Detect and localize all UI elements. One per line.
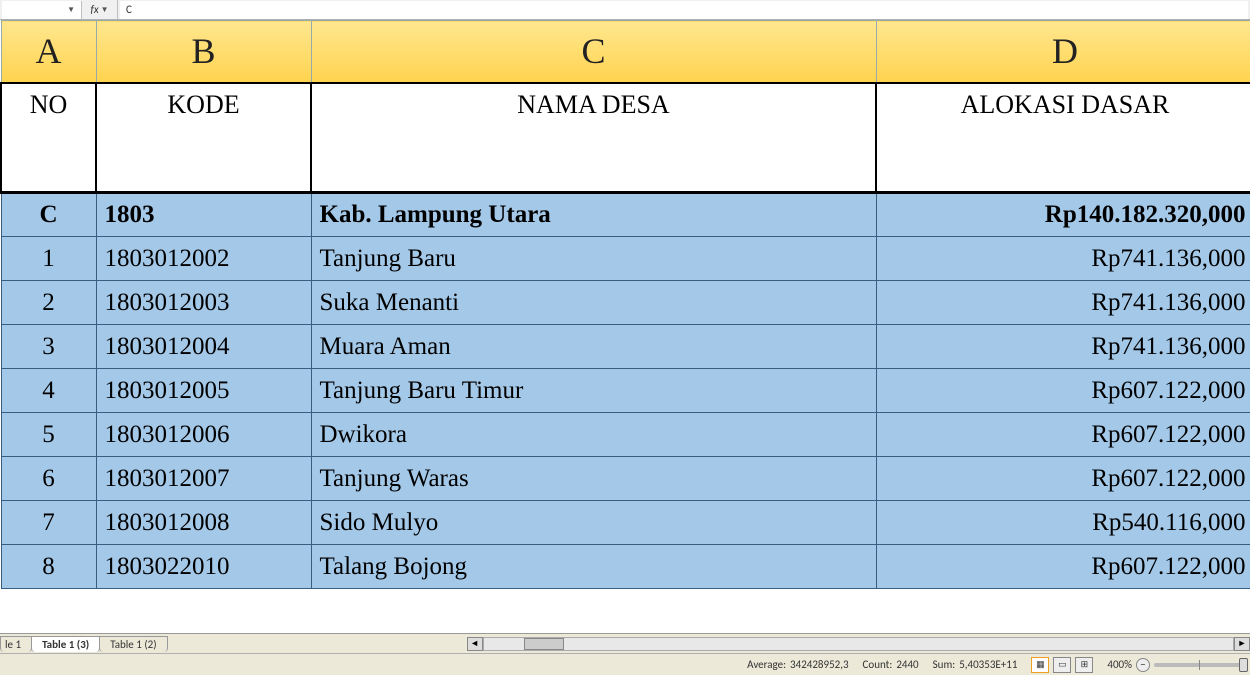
header-alokasi[interactable]: ALOKASI DASAR [876, 83, 1250, 193]
spreadsheet-grid[interactable]: A B C D NO KODE NAMA DESA ALOKASI DASAR … [0, 20, 1250, 633]
sheet-tab[interactable]: le 1 [0, 636, 32, 652]
cell-kode[interactable]: 1803012002 [96, 237, 311, 281]
scroll-left-button[interactable]: ◄ [467, 637, 483, 651]
cell-kode[interactable]: 1803012005 [96, 369, 311, 413]
cell-alokasi[interactable]: Rp741.136,000 [876, 281, 1250, 325]
col-header-A[interactable]: A [1, 21, 96, 83]
fx-label: fx [90, 3, 98, 16]
col-header-D[interactable]: D [876, 21, 1250, 83]
col-header-C[interactable]: C [311, 21, 876, 83]
scroll-right-button[interactable]: ► [1234, 637, 1250, 651]
formula-value: C [126, 3, 132, 16]
header-no[interactable]: NO [1, 83, 96, 193]
cell-alokasi[interactable]: Rp607.122,000 [876, 457, 1250, 501]
cell-no[interactable]: 3 [1, 325, 96, 369]
col-header-B[interactable]: B [96, 21, 311, 83]
cell-kode[interactable]: 1803022010 [96, 545, 311, 589]
cell-no[interactable]: 6 [1, 457, 96, 501]
horizontal-scrollbar[interactable]: ◄ ► [467, 637, 1250, 651]
sum-label: Sum: [933, 658, 956, 671]
cell-kode[interactable]: 1803 [96, 193, 311, 237]
average-label: Average: [747, 658, 786, 671]
cell-nama[interactable]: Sido Mulyo [311, 501, 876, 545]
view-buttons: ▦ ▭ ⊞ [1031, 657, 1093, 673]
zoom-control: 400% − [1107, 658, 1244, 672]
scroll-track[interactable] [483, 637, 1234, 651]
name-box[interactable]: ▼ [2, 1, 82, 19]
table-row: 11803012002Tanjung BaruRp741.136,000 [1, 237, 1250, 281]
formula-bar: ▼ fx ▼ C [0, 0, 1250, 20]
column-letter-row: A B C D [1, 21, 1250, 83]
fx-button[interactable]: fx ▼ [82, 0, 118, 19]
cell-alokasi[interactable]: Rp607.122,000 [876, 369, 1250, 413]
header-nama[interactable]: NAMA DESA [311, 83, 876, 193]
cell-no[interactable]: 1 [1, 237, 96, 281]
cell-alokasi[interactable]: Rp607.122,000 [876, 545, 1250, 589]
zoom-out-button[interactable]: − [1136, 658, 1150, 672]
sum-value: 5,40353E+11 [959, 658, 1017, 671]
cell-alokasi[interactable]: Rp741.136,000 [876, 325, 1250, 369]
cell-no[interactable]: 4 [1, 369, 96, 413]
formula-input[interactable]: C [120, 1, 1248, 19]
sheet-tab[interactable]: Table 1 (2) [99, 636, 167, 652]
status-sum: Sum: 5,40353E+11 [933, 658, 1018, 671]
cell-nama[interactable]: Muara Aman [311, 325, 876, 369]
cell-nama[interactable]: Dwikora [311, 413, 876, 457]
view-page-button[interactable]: ▭ [1053, 657, 1071, 673]
table-row: 81803022010Talang BojongRp607.122,000 [1, 545, 1250, 589]
dropdown-icon: ▼ [67, 5, 75, 15]
header-kode[interactable]: KODE [96, 83, 311, 193]
cell-nama[interactable]: Tanjung Baru Timur [311, 369, 876, 413]
table-row: 61803012007Tanjung WarasRp607.122,000 [1, 457, 1250, 501]
cell-kode[interactable]: 1803012008 [96, 501, 311, 545]
table-row: 41803012005Tanjung Baru TimurRp607.122,0… [1, 369, 1250, 413]
cell-no[interactable]: 7 [1, 501, 96, 545]
zoom-slider-midpoint [1199, 660, 1200, 670]
cell-nama[interactable]: Kab. Lampung Utara [311, 193, 876, 237]
cell-no[interactable]: 5 [1, 413, 96, 457]
count-label: Count: [863, 658, 893, 671]
cell-kode[interactable]: 1803012007 [96, 457, 311, 501]
cell-kode[interactable]: 1803012006 [96, 413, 311, 457]
cell-nama[interactable]: Talang Bojong [311, 545, 876, 589]
table-row: C1803Kab. Lampung UtaraRp140.182.320,000 [1, 193, 1250, 237]
status-bar: Average: 342428952,3 Count: 2440 Sum: 5,… [0, 653, 1250, 675]
cell-no[interactable]: 2 [1, 281, 96, 325]
view-normal-button[interactable]: ▦ [1031, 657, 1049, 673]
cell-kode[interactable]: 1803012004 [96, 325, 311, 369]
table-row: 51803012006DwikoraRp607.122,000 [1, 413, 1250, 457]
cell-nama[interactable]: Tanjung Baru [311, 237, 876, 281]
table-row: 71803012008Sido MulyoRp540.116,000 [1, 501, 1250, 545]
cell-alokasi[interactable]: Rp607.122,000 [876, 413, 1250, 457]
cell-nama[interactable]: Suka Menanti [311, 281, 876, 325]
table-row: 21803012003Suka MenantiRp741.136,000 [1, 281, 1250, 325]
count-value: 2440 [896, 658, 918, 671]
cell-nama[interactable]: Tanjung Waras [311, 457, 876, 501]
scroll-thumb[interactable] [524, 638, 564, 650]
cell-alokasi[interactable]: Rp741.136,000 [876, 237, 1250, 281]
cell-no[interactable]: 8 [1, 545, 96, 589]
view-break-button[interactable]: ⊞ [1075, 657, 1093, 673]
cell-alokasi[interactable]: Rp540.116,000 [876, 501, 1250, 545]
average-value: 342428952,3 [790, 658, 849, 671]
status-average: Average: 342428952,3 [747, 658, 848, 671]
cell-alokasi[interactable]: Rp140.182.320,000 [876, 193, 1250, 237]
cell-no[interactable]: C [1, 193, 96, 237]
dropdown-icon: ▼ [101, 5, 109, 15]
cell-kode[interactable]: 1803012003 [96, 281, 311, 325]
sheet-tab[interactable]: Table 1 (3) [31, 636, 100, 652]
header-labels-row: NO KODE NAMA DESA ALOKASI DASAR [1, 83, 1250, 193]
zoom-label: 400% [1107, 658, 1132, 671]
table-row: 31803012004Muara AmanRp741.136,000 [1, 325, 1250, 369]
status-count: Count: 2440 [863, 658, 919, 671]
sheet-tab-bar: le 1Table 1 (3)Table 1 (2) ◄ ► [0, 633, 1250, 653]
zoom-slider-knob[interactable] [1239, 658, 1248, 672]
zoom-slider[interactable] [1154, 663, 1244, 667]
